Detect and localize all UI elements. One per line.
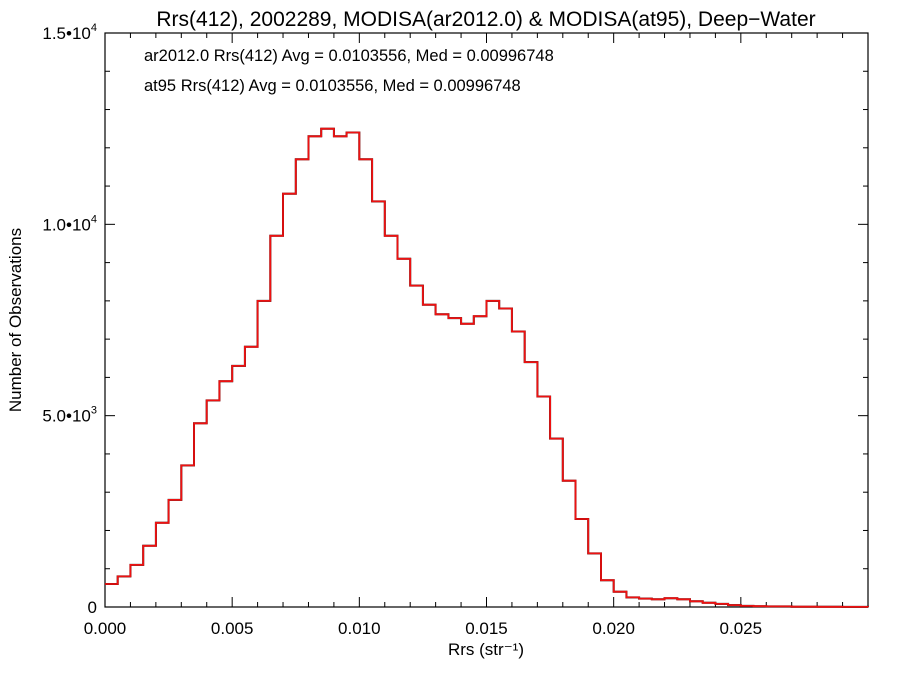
x-tick-label: 0.000 [84,619,127,638]
x-axis-label: Rrs (str⁻¹) [448,640,524,659]
x-tick-label: 0.025 [720,619,763,638]
x-tick-label: 0.020 [592,619,635,638]
y-axis: 0 5.0•103 1.0•104 1.5•104 [42,22,868,617]
x-tick-label: 0.015 [465,619,508,638]
y-tick-label: 1.5•104 [42,22,97,43]
chart-title: Rrs(412), 2002289, MODISA(ar2012.0) & MO… [156,8,815,31]
y-axis-label: Number of Observations [6,228,25,412]
series-layer [105,127,869,608]
plot-frame [104,32,869,608]
x-axis: 0.000 0.005 0.010 0.015 0.020 0.025 [84,33,869,638]
histogram-series-1 [105,127,869,608]
x-tick-label: 0.010 [338,619,381,638]
y-tick-label: 1.0•104 [42,213,97,234]
y-tick-label: 0 [88,598,97,617]
x-tick-label: 0.005 [211,619,254,638]
y-tick-label: 5.0•103 [42,405,97,426]
annotation-ar2012: ar2012.0 Rrs(412) Avg = 0.0103556, Med =… [144,47,554,65]
histogram-series-0 [105,127,869,608]
annotation-at95: at95 Rrs(412) Avg = 0.0103556, Med = 0.0… [144,77,521,95]
